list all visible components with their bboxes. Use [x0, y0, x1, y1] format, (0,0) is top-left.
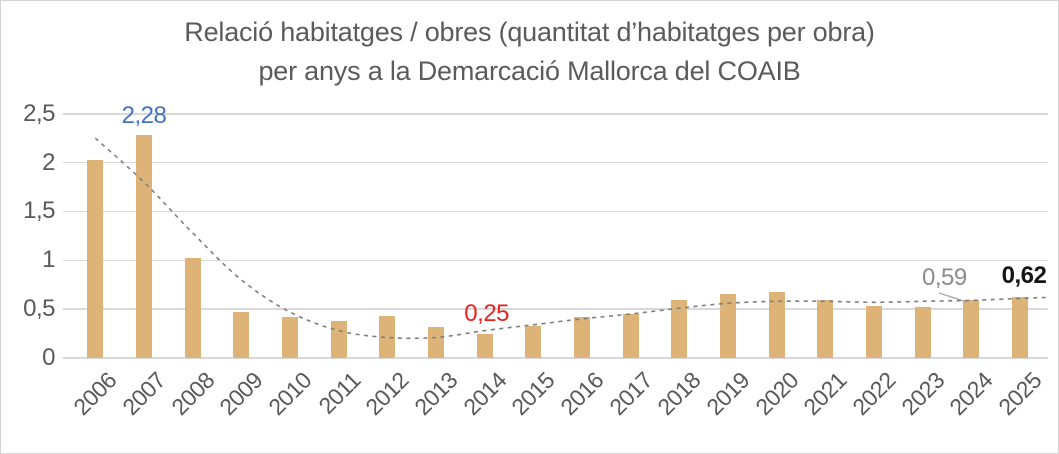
x-axis-label-2016: 2016 [555, 367, 609, 421]
bar-2024 [963, 300, 980, 358]
data-label-2014: 0,25 [464, 299, 510, 327]
gridline-2,5 [63, 113, 1048, 115]
chart-title-line1: Relació habitatges / obres (quantitat d’… [184, 17, 875, 47]
bar-2014 [476, 333, 493, 358]
x-axis-label-2024: 2024 [944, 367, 998, 421]
y-axis-tick-label: 0,5 [23, 295, 55, 323]
x-axis-label-2012: 2012 [360, 367, 414, 421]
bar-2025 [1012, 297, 1029, 358]
x-axis-label-2010: 2010 [263, 367, 317, 421]
y-axis-tick-label: 1,5 [23, 197, 55, 225]
bar-2007 [135, 135, 152, 358]
data-label-2025: 0,62 [1001, 262, 1047, 290]
bar-2010 [281, 316, 298, 358]
x-axis-label-2021: 2021 [798, 367, 852, 421]
x-axis-label-2008: 2008 [165, 367, 220, 421]
y-axis-tick-label: 2,5 [23, 99, 55, 127]
gridline-2 [63, 161, 1048, 164]
x-axis-label-2018: 2018 [652, 367, 706, 421]
data-label-2007: 2,28 [121, 102, 167, 130]
bar-2016 [574, 316, 590, 358]
gridline-0 [63, 357, 1048, 359]
y-axis-tick-label: 1 [42, 246, 55, 274]
x-axis-label-2007: 2007 [117, 367, 171, 421]
bar-2017 [622, 314, 639, 358]
gridline-1,5 [63, 210, 1048, 213]
chart-title: Relació habitatges / obres (quantitat d’… [1, 13, 1058, 91]
x-axis-label-2006: 2006 [68, 367, 122, 421]
x-axis-label-2025: 2025 [993, 367, 1047, 421]
bar-2018 [671, 300, 688, 358]
x-axis-label-2023: 2023 [895, 367, 950, 421]
y-axis-tick-label: 2 [42, 148, 55, 176]
gridline-1 [63, 259, 1048, 262]
bar-2023 [914, 307, 931, 358]
x-axis-label-2014: 2014 [457, 367, 512, 421]
bar-2011 [330, 320, 347, 358]
bar-2021 [817, 300, 834, 358]
x-axis-label-2011: 2011 [313, 367, 366, 419]
bar-2022 [866, 306, 883, 358]
bar-2020 [768, 291, 785, 358]
y-axis-tick-label: 0 [42, 344, 55, 371]
bar-2012 [379, 315, 396, 358]
x-axis-label-2017: 2017 [603, 367, 658, 421]
bar-2015 [525, 325, 542, 358]
x-axis-label-2020: 2020 [749, 367, 804, 421]
bar-2013 [427, 326, 444, 358]
x-axis-label-2009: 2009 [214, 367, 268, 421]
gridline-0,5 [63, 308, 1048, 310]
x-axis-label-2015: 2015 [506, 367, 560, 421]
chart-title-line2: per anys a la Demarcació Mallorca del CO… [258, 56, 801, 86]
bar-2008 [184, 258, 201, 358]
bar-2006 [87, 159, 104, 358]
x-axis-label-2013: 2013 [409, 367, 463, 421]
bar-2019 [720, 293, 736, 358]
x-axis-label-2022: 2022 [847, 367, 901, 421]
x-axis-label-2019: 2019 [701, 367, 755, 421]
bar-2009 [233, 312, 250, 358]
